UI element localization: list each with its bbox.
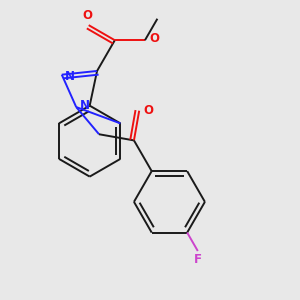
Text: O: O — [149, 32, 159, 45]
Text: N: N — [65, 70, 75, 83]
Text: F: F — [194, 253, 202, 266]
Text: O: O — [143, 104, 153, 117]
Text: N: N — [80, 99, 90, 112]
Text: O: O — [82, 9, 92, 22]
